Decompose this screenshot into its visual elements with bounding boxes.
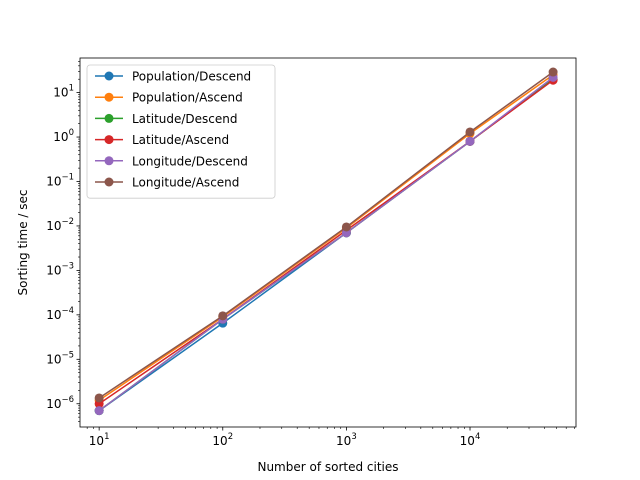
x-tick-label: 104: [460, 432, 481, 448]
legend-marker: [104, 135, 114, 145]
y-tick-label: 10−3: [46, 261, 74, 277]
legend-label: Latitude/Ascend: [132, 133, 229, 147]
legend-marker: [104, 177, 114, 187]
y-tick-label: 100: [53, 128, 74, 144]
x-axis-label: Number of sorted cities: [257, 460, 398, 474]
y-tick-label: 10−1: [46, 172, 74, 188]
data-point: [465, 136, 475, 146]
legend-box: [86, 64, 276, 199]
x-tick-label: 103: [336, 432, 357, 448]
data-point: [548, 67, 558, 77]
y-tick-label: 10−2: [46, 217, 74, 233]
legend: Population/Descend Population/Ascend Latit…: [86, 64, 276, 199]
data-point: [94, 393, 104, 403]
y-tick-label: 10−4: [46, 306, 74, 322]
legend-label: Longitude/Ascend: [132, 176, 239, 190]
legend-marker: [104, 92, 114, 102]
legend-label: Population/Ascend: [132, 91, 243, 105]
x-tick-label: 102: [212, 432, 233, 448]
axes-frame: [79, 57, 577, 428]
data-point: [218, 311, 228, 321]
y-axis-label: Sorting time / sec: [16, 190, 30, 296]
legend-marker: [104, 156, 114, 166]
data-point: [341, 222, 351, 232]
legend-label: Longitude/Descend: [132, 154, 248, 168]
x-tick-label: 101: [89, 432, 110, 448]
y-tick-label: 10−5: [46, 350, 74, 366]
legend-label: Population/Descend: [132, 70, 251, 84]
data-point: [465, 127, 475, 137]
legend-label: Latitude/Descend: [132, 112, 238, 126]
y-tick-label: 101: [53, 84, 74, 100]
legend-marker: [104, 71, 114, 81]
plot-area: [94, 67, 558, 416]
y-tick-label: 10−6: [46, 395, 74, 411]
data-point: [94, 406, 104, 416]
legend-marker: [104, 113, 114, 123]
